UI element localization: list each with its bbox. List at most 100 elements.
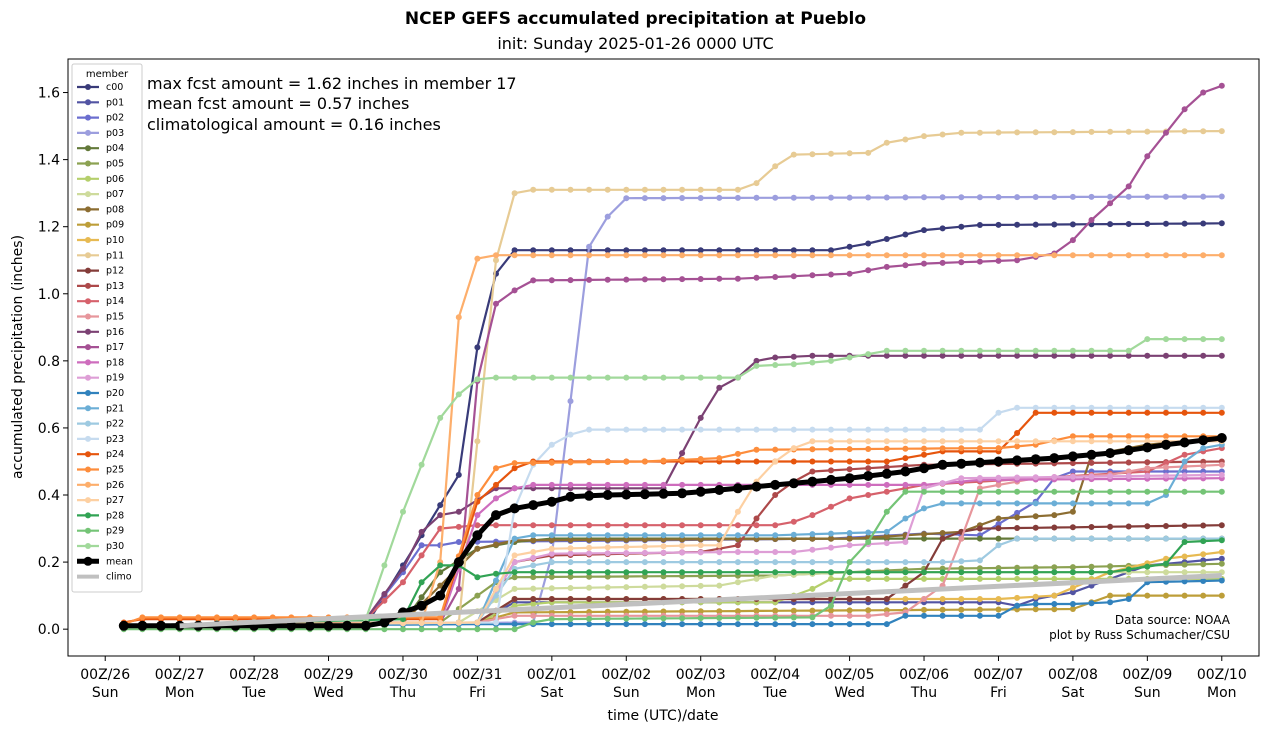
data-point-mean	[546, 496, 557, 507]
data-point-mean	[435, 590, 446, 601]
data-point-p25	[586, 459, 593, 466]
data-point-p25	[1088, 433, 1095, 440]
data-point-p22	[1107, 535, 1114, 542]
data-point-mean	[379, 617, 390, 628]
data-point-p30	[902, 347, 909, 354]
data-point-p26	[548, 252, 555, 259]
data-point-p26	[921, 252, 927, 259]
data-point-p18	[530, 481, 537, 488]
data-point-p12	[995, 525, 1002, 532]
data-point-p25	[828, 446, 834, 453]
data-point-p09	[1218, 592, 1225, 599]
legend-label: p29	[106, 526, 124, 537]
data-point-p14	[530, 522, 537, 529]
data-point-p08	[493, 541, 499, 548]
data-point-p29	[790, 614, 797, 621]
legend-marker	[85, 267, 91, 274]
data-point-p28	[716, 569, 723, 576]
data-point-mean	[156, 620, 166, 631]
data-point-p19	[641, 549, 648, 556]
data-point-p17	[1088, 217, 1095, 223]
data-point-c00	[567, 247, 574, 254]
data-point-p29	[828, 602, 834, 609]
data-point-p09	[828, 607, 834, 614]
data-point-p29	[381, 626, 388, 633]
data-point-p29	[846, 559, 853, 566]
data-point-c00	[939, 225, 946, 232]
data-point-p19	[902, 539, 909, 545]
data-point-p17	[1218, 82, 1225, 89]
data-point-p23	[1088, 404, 1095, 411]
data-point-p19	[828, 544, 834, 551]
data-point-p19	[976, 475, 983, 481]
data-point-mean	[1161, 439, 1171, 450]
data-point-p26	[586, 252, 593, 259]
data-point-p16	[995, 352, 1002, 359]
data-point-p14	[623, 522, 630, 529]
data-point-p19	[1088, 473, 1095, 480]
data-point-p03	[567, 398, 574, 405]
data-point-p29	[474, 626, 481, 633]
data-point-p29	[511, 626, 518, 633]
data-point-mean	[677, 488, 688, 499]
data-point-p23	[1107, 404, 1114, 411]
data-point-p20	[641, 621, 648, 628]
data-point-p25	[902, 445, 909, 452]
data-point-p30	[939, 347, 946, 354]
data-point-p25	[195, 614, 202, 621]
legend-marker	[85, 145, 91, 152]
data-point-p27	[530, 549, 537, 555]
data-point-p23	[828, 426, 834, 433]
data-point-p27	[939, 438, 946, 445]
data-point-p18	[567, 481, 574, 488]
data-point-p16	[921, 352, 927, 359]
data-point-p29	[1107, 488, 1114, 495]
x-tick-label-time: 00Z/01	[527, 667, 577, 683]
data-point-p30	[623, 374, 630, 381]
data-point-p22	[493, 592, 499, 599]
data-point-p03	[641, 195, 648, 202]
credit-data-source: Data source: NOAA	[1115, 613, 1231, 627]
data-point-p21	[958, 500, 965, 507]
data-point-c00	[772, 247, 779, 254]
data-point-mean	[639, 489, 650, 500]
data-point-p25	[567, 459, 574, 466]
data-point-p26	[734, 252, 741, 259]
data-point-p28	[567, 569, 574, 576]
data-point-p29	[418, 626, 425, 633]
data-point-p29	[921, 488, 927, 495]
data-point-p17	[753, 274, 760, 281]
data-point-p20	[511, 621, 518, 628]
data-point-p23	[790, 426, 797, 433]
data-point-p29	[865, 539, 872, 545]
data-point-p11	[790, 151, 797, 158]
data-point-p11	[1051, 129, 1058, 136]
data-point-p02	[455, 539, 462, 545]
data-point-p22	[828, 559, 834, 566]
legend-label: p16	[106, 327, 124, 338]
legend-label: p07	[106, 189, 124, 200]
data-point-p16	[883, 352, 890, 359]
data-point-p03	[995, 194, 1002, 201]
legend-label: p08	[106, 204, 124, 215]
data-point-c00	[455, 471, 462, 478]
data-point-p18	[902, 481, 909, 488]
data-point-p28	[641, 569, 648, 576]
data-point-p30	[400, 508, 406, 515]
data-point-p03	[623, 195, 630, 202]
data-point-p19	[716, 549, 723, 556]
data-point-c00	[530, 247, 537, 254]
data-point-p05	[530, 574, 537, 581]
data-point-p22	[1069, 535, 1076, 542]
data-point-p14	[772, 522, 779, 529]
data-point-p23	[976, 426, 983, 433]
data-point-p06	[995, 575, 1002, 582]
data-point-p17	[846, 270, 853, 277]
data-point-p27	[660, 543, 667, 550]
data-point-p05	[623, 573, 630, 580]
data-point-p16	[437, 512, 444, 519]
data-point-p29	[493, 626, 499, 633]
data-point-p15	[958, 535, 965, 542]
data-point-p04	[921, 535, 927, 542]
legend: member c00 p01 p02 p03 p04 p05 p06 p07 p08 p09 p10…	[71, 63, 143, 593]
